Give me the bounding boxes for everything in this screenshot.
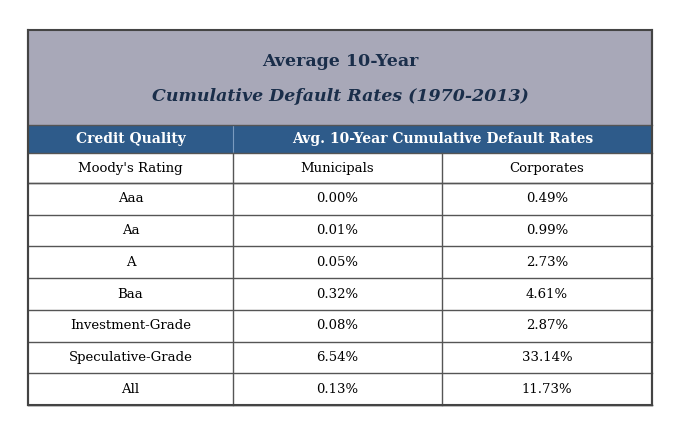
Bar — [442, 310, 652, 341]
Bar — [28, 278, 233, 310]
Bar — [28, 183, 233, 215]
Bar — [28, 30, 652, 125]
Bar — [442, 278, 652, 310]
Bar — [28, 125, 233, 153]
Text: Corporates: Corporates — [509, 162, 584, 175]
Text: Cumulative Default Rates (1970-2013): Cumulative Default Rates (1970-2013) — [152, 88, 528, 105]
Bar — [233, 310, 442, 341]
Bar — [233, 247, 442, 278]
Bar — [28, 310, 233, 341]
Text: 2.73%: 2.73% — [526, 256, 568, 269]
Text: Average 10-Year: Average 10-Year — [262, 53, 418, 70]
Text: 0.05%: 0.05% — [316, 256, 358, 269]
Text: 6.54%: 6.54% — [316, 351, 358, 364]
Bar — [442, 341, 652, 373]
Text: Aaa: Aaa — [118, 192, 143, 205]
Text: 4.61%: 4.61% — [526, 288, 568, 300]
Text: 11.73%: 11.73% — [522, 383, 573, 396]
Bar — [28, 373, 233, 405]
Text: 0.32%: 0.32% — [316, 288, 358, 300]
Text: 0.01%: 0.01% — [316, 224, 358, 237]
Text: All: All — [122, 383, 139, 396]
Bar — [233, 341, 442, 373]
Text: Municipals: Municipals — [301, 162, 374, 175]
Bar — [442, 215, 652, 247]
Bar — [28, 30, 652, 405]
Bar — [233, 215, 442, 247]
Text: Baa: Baa — [118, 288, 143, 300]
Text: A: A — [126, 256, 135, 269]
Text: 2.87%: 2.87% — [526, 319, 568, 332]
Bar — [28, 247, 233, 278]
Text: 0.99%: 0.99% — [526, 224, 568, 237]
Bar — [233, 153, 442, 183]
Bar — [233, 278, 442, 310]
Bar — [28, 341, 233, 373]
Bar — [28, 153, 233, 183]
Bar — [233, 125, 652, 153]
Bar — [28, 215, 233, 247]
Bar — [233, 373, 442, 405]
Text: Aa: Aa — [122, 224, 139, 237]
Bar — [442, 373, 652, 405]
Bar — [233, 183, 442, 215]
Text: Credit Quality: Credit Quality — [75, 132, 186, 146]
Text: Moody's Rating: Moody's Rating — [78, 162, 183, 175]
Text: 33.14%: 33.14% — [522, 351, 573, 364]
Bar — [442, 183, 652, 215]
Text: 0.49%: 0.49% — [526, 192, 568, 205]
Text: 0.00%: 0.00% — [316, 192, 358, 205]
Text: 0.13%: 0.13% — [316, 383, 358, 396]
Bar — [442, 153, 652, 183]
Text: 0.08%: 0.08% — [316, 319, 358, 332]
Text: Avg. 10-Year Cumulative Default Rates: Avg. 10-Year Cumulative Default Rates — [292, 132, 593, 146]
Text: Investment-Grade: Investment-Grade — [70, 319, 191, 332]
Bar — [442, 247, 652, 278]
Text: Speculative-Grade: Speculative-Grade — [69, 351, 192, 364]
